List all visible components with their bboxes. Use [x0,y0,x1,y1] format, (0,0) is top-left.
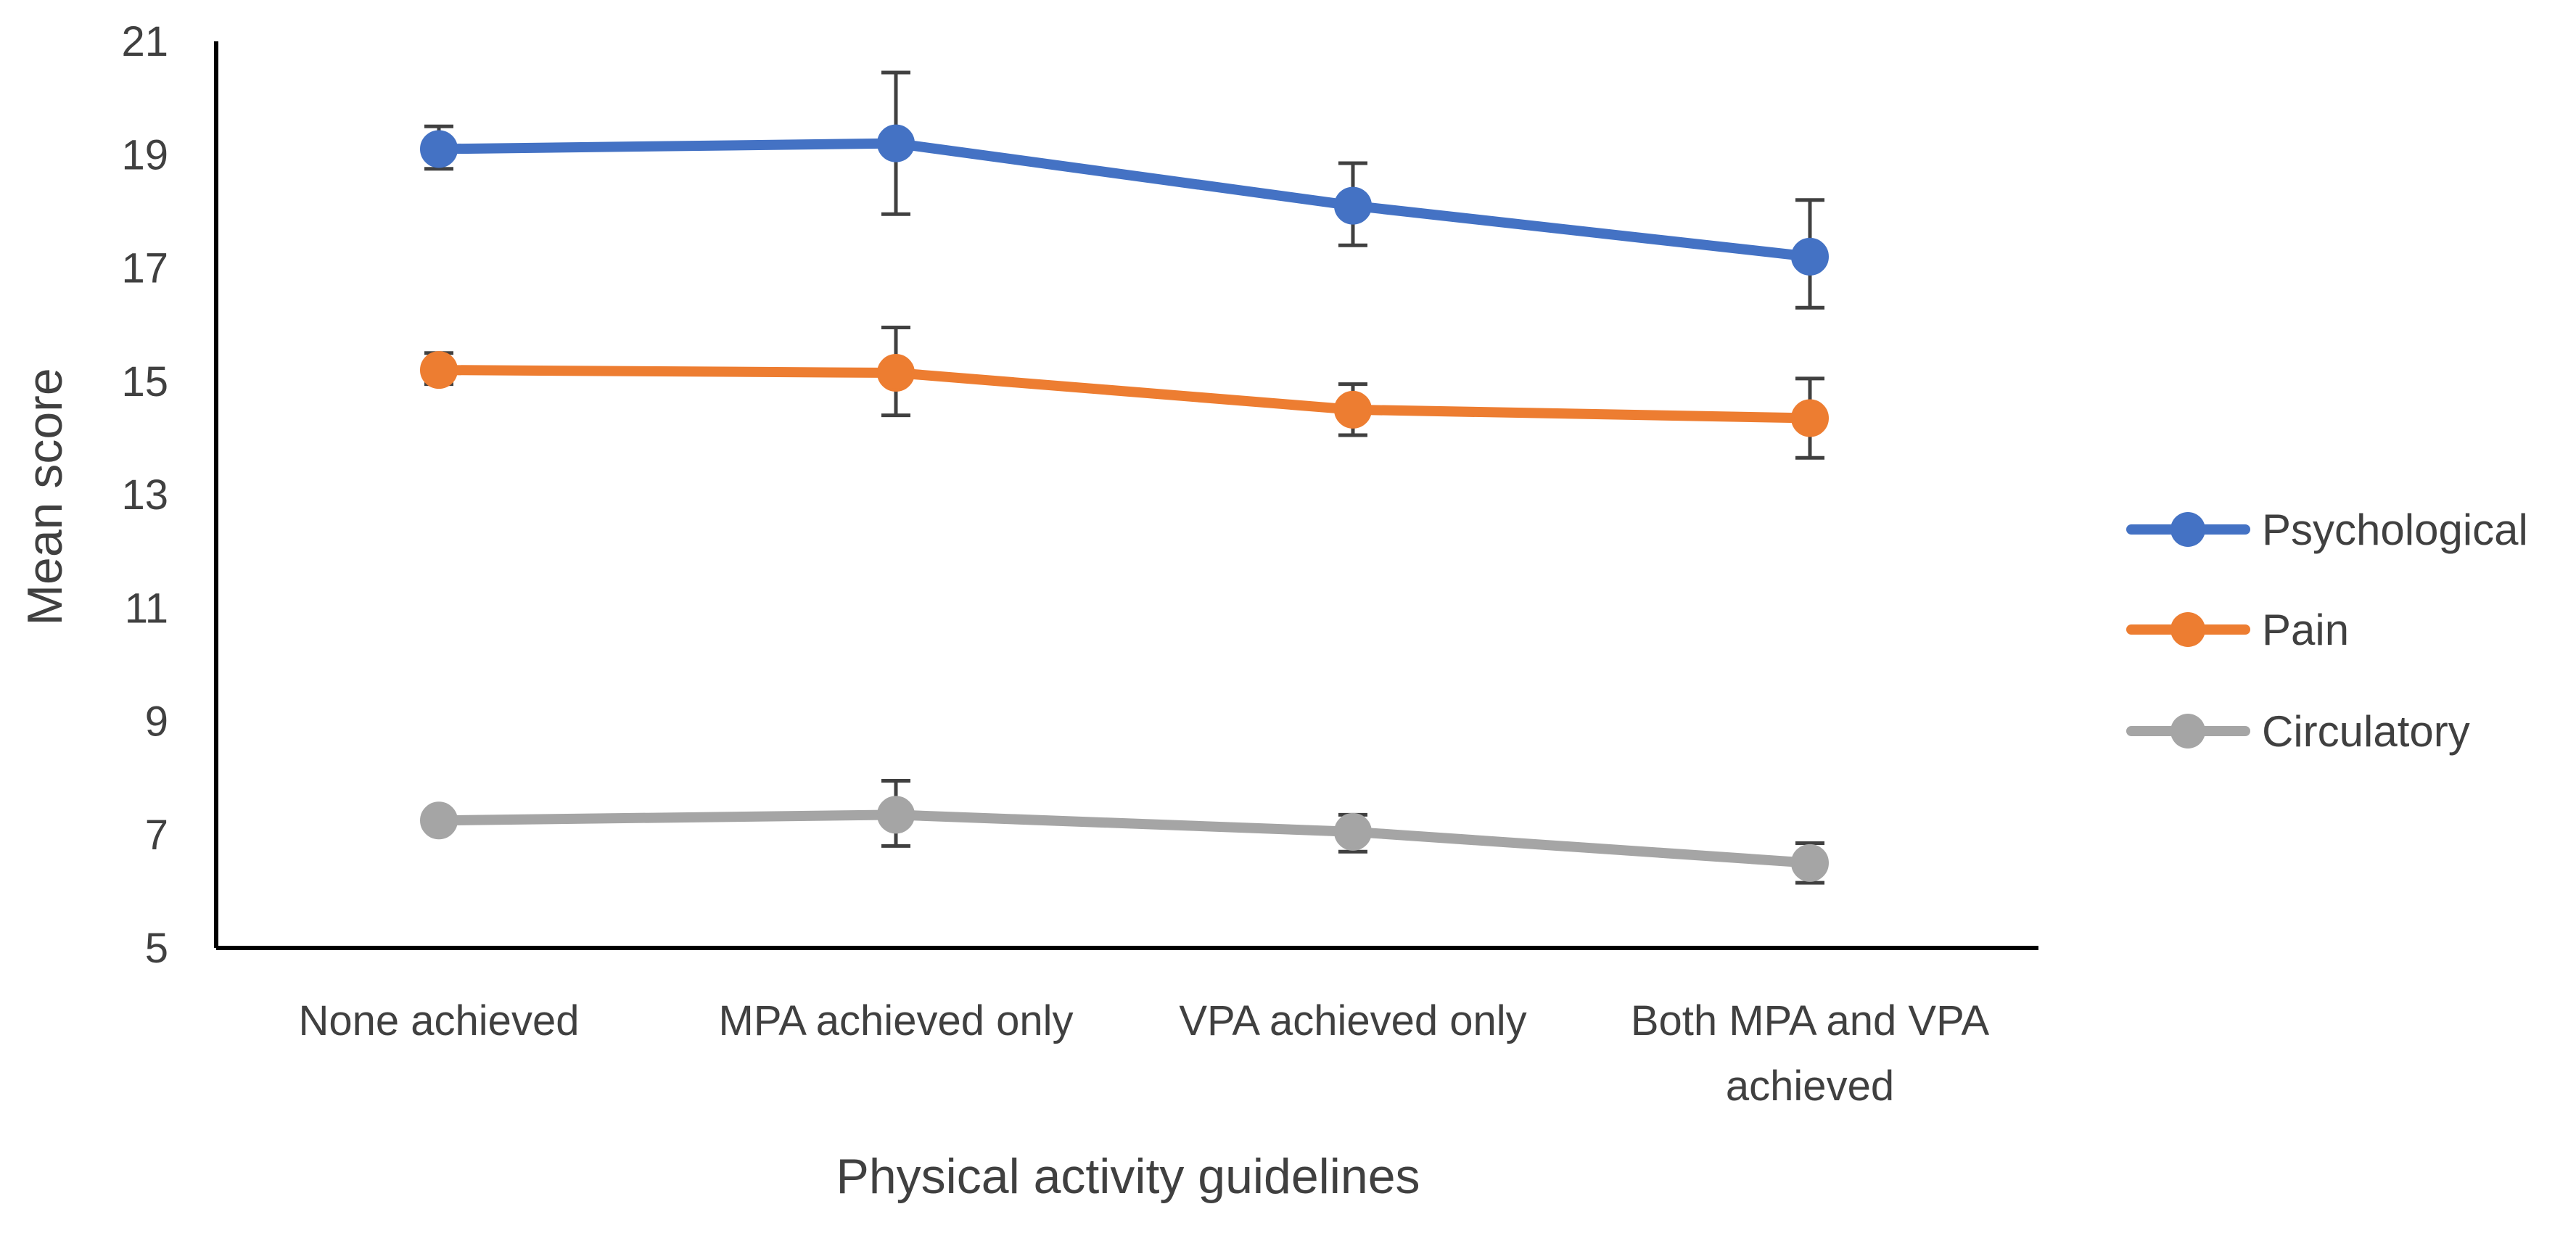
legend: Psychological Pain Circulatory [2126,506,2528,756]
y-axis-title: Mean score [17,368,73,625]
data-point-circulatory [1791,844,1829,882]
x-tick-label-line: MPA achieved only [719,997,1074,1044]
error-bars [424,70,1824,885]
data-point-psychological [877,124,915,162]
y-tick-label: 17 [121,245,168,292]
data-point-pain [420,351,458,389]
data-point-circulatory [1334,812,1372,851]
series-lines [434,138,1815,868]
legend-marker-circulatory [2170,714,2205,749]
y-tick-label: 9 [145,698,168,746]
y-tick-label: 5 [145,925,168,972]
x-tick-label: VPA achieved only [1179,997,1526,1044]
x-tick-label: Both MPA and VPA achieved [1631,997,1990,1110]
y-tick-label: 21 [121,18,168,65]
series-markers [420,124,1829,882]
series-line-psychological [434,138,1815,262]
series-line-pain [434,365,1815,424]
x-tick-label-line: VPA achieved only [1179,997,1526,1044]
x-tick-labels: None achieved MPA achieved only VPA achiev… [299,997,1990,1110]
legend-label-psychological: Psychological [2262,506,2528,554]
y-tick-label: 19 [121,131,168,178]
x-tick-label: None achieved [299,997,580,1044]
legend-marker-psychological [2170,512,2205,547]
x-tick-label-line: Both MPA and VPA [1631,997,1990,1044]
y-tick-labels: 5 7 9 11 13 15 17 19 21 [121,18,168,972]
data-point-psychological [420,130,458,168]
data-point-pain [1791,399,1829,437]
legend-marker-pain [2170,612,2205,647]
legend-label-pain: Pain [2262,606,2349,654]
data-point-pain [877,354,915,392]
legend-label-circulatory: Circulatory [2262,707,2470,756]
axes [214,41,2038,950]
data-point-pain [1334,390,1372,429]
x-tick-label-line: None achieved [299,997,580,1044]
y-tick-label: 13 [121,471,168,519]
y-tick-label: 7 [145,812,168,859]
x-tick-label: MPA achieved only [719,997,1074,1044]
x-axis-title: Physical activity guidelines [836,1149,1420,1204]
data-point-psychological [1334,186,1372,225]
data-point-circulatory [877,796,915,834]
data-point-psychological [1791,237,1829,276]
x-tick-label-line: achieved [1726,1063,1894,1110]
data-point-circulatory [420,801,458,840]
series-line-circulatory [434,809,1815,868]
y-tick-label: 15 [121,358,168,405]
y-tick-label: 11 [125,585,168,632]
